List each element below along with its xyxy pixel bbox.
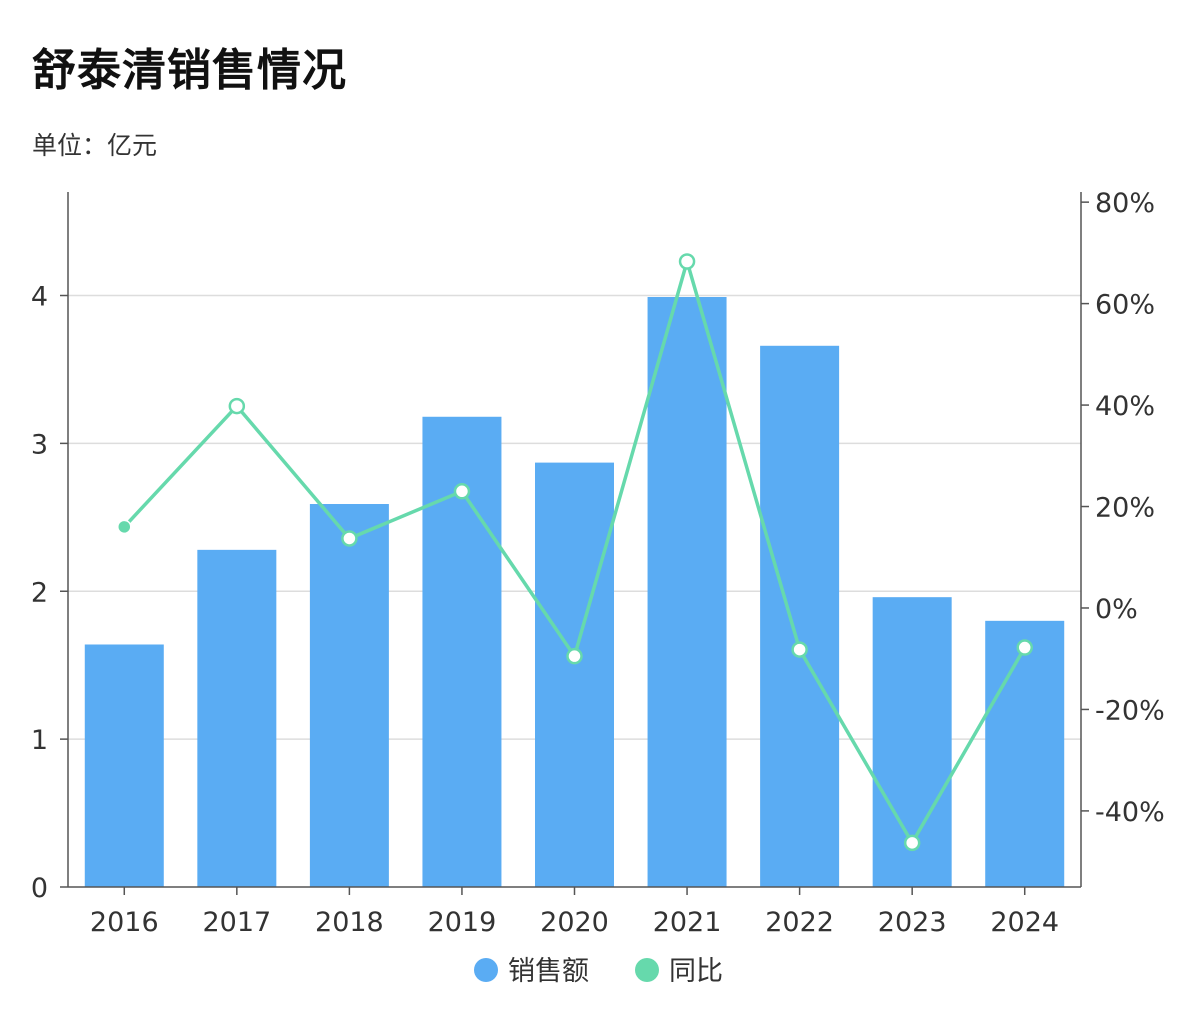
x-tick-label: 2017 [202,907,271,938]
legend-marker-sales [474,958,498,982]
line-point [791,641,808,658]
line-point [228,397,246,415]
line-point [678,253,696,270]
y-left-tick-label: 3 [31,429,48,460]
x-tick-label: 2023 [878,907,947,938]
x-tick-label: 2021 [653,907,722,938]
chart-unit-label: 单位：亿元 [32,131,158,160]
line-point [903,834,921,852]
line-point [453,483,471,500]
legend-marker-yoy [635,958,659,982]
bar [985,620,1065,887]
y-right-tick-label: 40% [1095,391,1155,422]
line-point [566,647,583,665]
y-right-tick-label: 60% [1095,290,1155,321]
bar [197,549,277,887]
bar [647,296,727,887]
line-point [117,519,132,535]
bar [535,462,614,887]
x-tick-label: 2016 [90,907,159,938]
bar [84,644,164,887]
line-point [341,530,358,547]
chart-title: 舒泰清销售情况 [32,45,347,96]
bar [309,504,389,887]
y-right-tick-label: 20% [1095,493,1155,524]
x-tick-label: 2024 [990,907,1059,938]
x-tick-label: 2019 [428,907,497,938]
legend-label-yoy: 同比 [669,956,723,987]
legend: 销售额 同比 [474,956,723,987]
x-tick-label: 2022 [765,907,834,938]
x-tick-label: 2018 [315,907,384,938]
bar [760,345,840,887]
y-right-tick-label: 80% [1095,188,1155,219]
y-left-tick-label: 4 [31,282,48,313]
y-right-tick-label: -20% [1095,695,1165,726]
y-left-tick-label: 1 [31,725,48,756]
y-right-tick-label: 0% [1095,594,1138,625]
y-right-tick-label: -40% [1095,797,1165,828]
x-tick-label: 2020 [540,907,609,938]
y-left-tick-label: 0 [31,873,48,904]
y-left-tick-label: 2 [31,577,48,608]
axes: 0 1 2 3 4 -40% -20% 0% 20% 40% 60% 80% 2016 2017 2018 2… [31,188,1165,938]
line-series [117,253,1033,852]
legend-label-sales: 销售额 [508,956,589,987]
bar-series [84,296,1065,887]
line-point [1016,639,1033,656]
